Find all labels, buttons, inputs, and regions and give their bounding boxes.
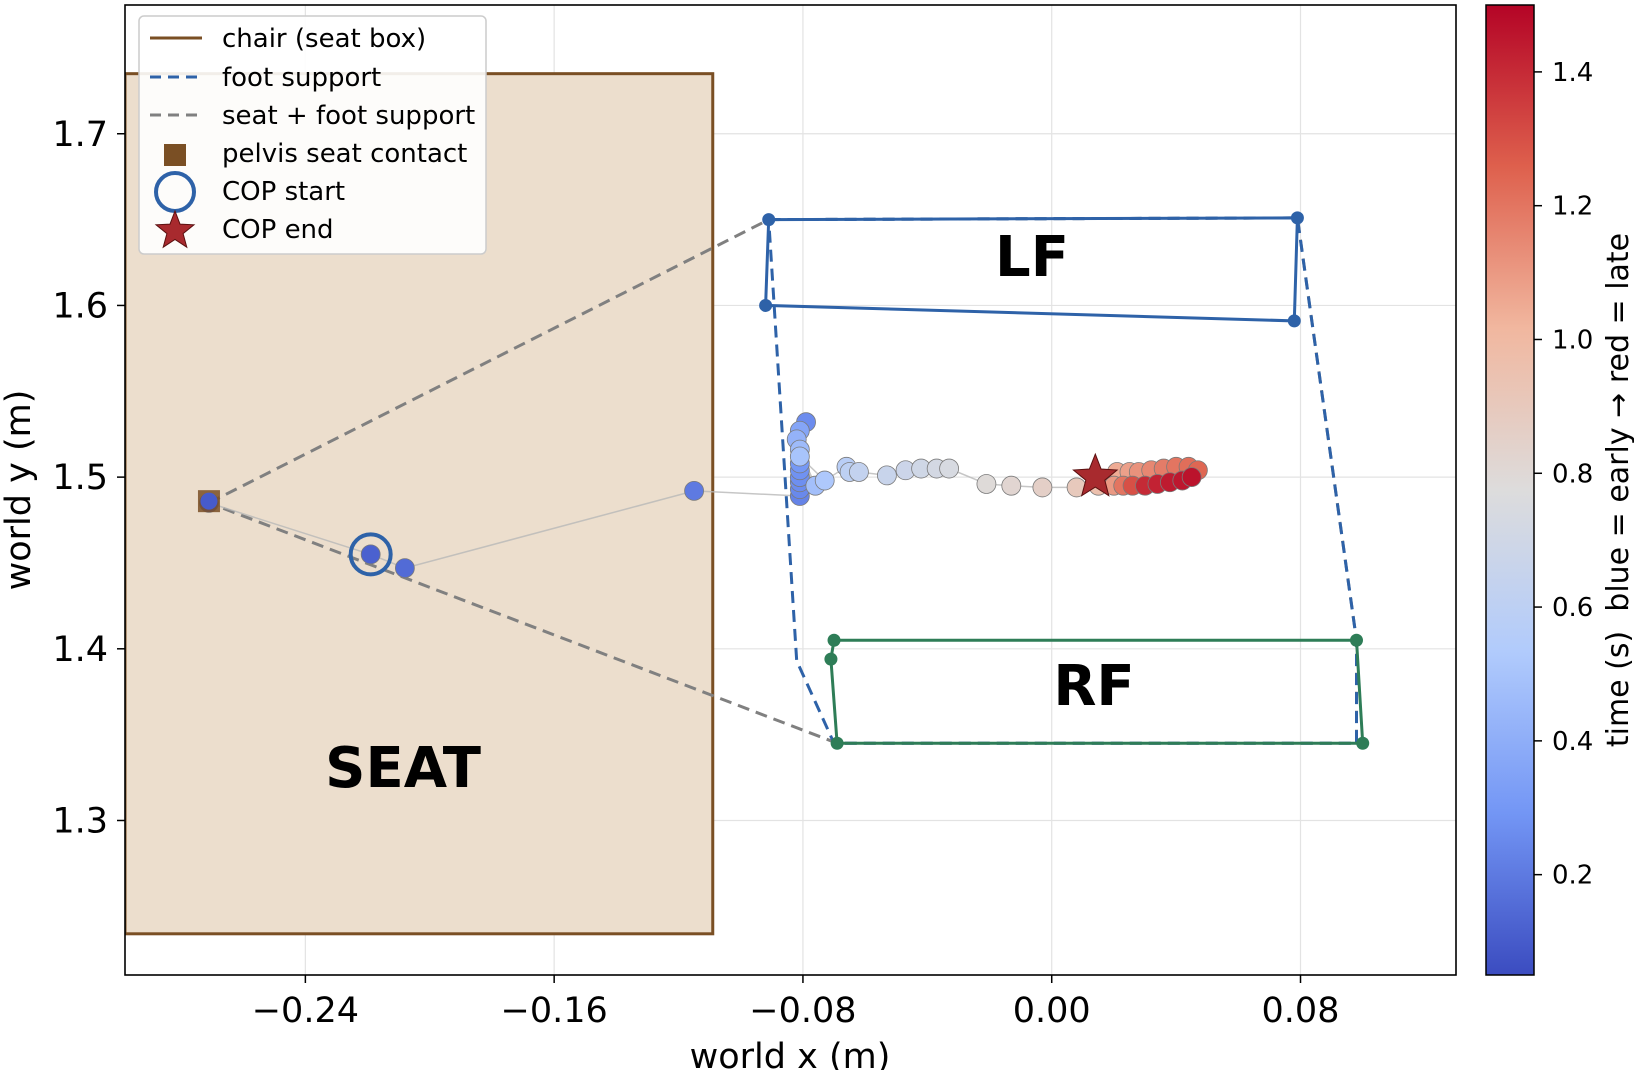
- colorbar-tick-label: 1.2: [1552, 192, 1593, 222]
- cop-point: [684, 480, 704, 501]
- colorbar-tick-label: 0.2: [1552, 861, 1593, 891]
- cop-point: [1032, 477, 1053, 498]
- colorbar-tick-label: 0.6: [1552, 593, 1593, 623]
- cop-start-marker: [348, 532, 393, 577]
- annotation-rf: RF: [1053, 654, 1134, 719]
- y-tick-label: 1.3: [52, 801, 108, 841]
- pelvis-cop-point: [200, 492, 218, 510]
- colorbar-tick-label: 0.8: [1552, 459, 1593, 489]
- legend-box: [138, 15, 487, 255]
- colorbar-tick-label: 0.4: [1552, 727, 1593, 757]
- cop-point: [789, 446, 810, 467]
- legend-label: chair (seat box): [222, 24, 426, 54]
- x-tick-label: 0.00: [1013, 991, 1091, 1031]
- y-tick-label: 1.5: [52, 458, 108, 498]
- cop-point: [814, 470, 835, 491]
- legend-label: seat + foot support: [222, 101, 475, 131]
- y-tick-label: 1.7: [52, 115, 108, 155]
- legend-label: foot support: [222, 63, 381, 93]
- y-tick-label: 1.4: [52, 630, 108, 670]
- y-axis-label: world y (m): [0, 390, 39, 591]
- x-tick-label: 0.08: [1262, 991, 1340, 1031]
- cop-point: [360, 544, 381, 565]
- cop-trajectory: [199, 412, 1208, 579]
- rf-vertex: [1349, 633, 1363, 647]
- rf-vertex: [824, 652, 838, 666]
- colorbar-label: time (s) blue = early → red = late: [1601, 233, 1634, 747]
- x-tick-label: −0.08: [749, 991, 856, 1031]
- markers: [197, 452, 1119, 577]
- lf-vertex: [1287, 314, 1301, 328]
- cop-end-marker: [1072, 452, 1119, 497]
- colorbar-tick-label: 1.4: [1552, 58, 1593, 88]
- colorbar: 0.2 0.4 0.6 0.8 1.0 1.2 1.4 time (s) blue = ea…: [1485, 4, 1634, 976]
- cop-point: [939, 458, 960, 479]
- axis-ticks: −0.24 −0.16 −0.08 0.00 0.08 1.3 1.4 1.5 1.6 1.7: [52, 115, 1339, 1031]
- cop-point: [877, 465, 897, 486]
- x-tick-label: −0.24: [252, 991, 359, 1031]
- legend-label: pelvis seat contact: [222, 139, 467, 169]
- legend-label: COP start: [222, 177, 345, 207]
- x-axis-label: world x (m): [690, 1037, 891, 1070]
- cop-point: [394, 558, 415, 579]
- lf-vertex: [762, 213, 776, 227]
- y-tick-label: 1.6: [52, 286, 108, 326]
- colorbar-tick-label: 1.0: [1552, 325, 1593, 355]
- rf-vertex: [827, 633, 841, 647]
- colorbar-gradient: [1485, 4, 1535, 976]
- annotation-seat: SEAT: [325, 736, 481, 801]
- rf-vertex: [1356, 736, 1370, 750]
- cop-point: [1001, 475, 1022, 496]
- support-polygons: [205, 211, 1370, 750]
- colorbar-ticks: 0.2 0.4 0.6 0.8 1.0 1.2 1.4: [1534, 58, 1593, 891]
- lf-vertex: [1290, 211, 1304, 225]
- cop-point: [976, 474, 997, 494]
- lf-vertex: [759, 298, 773, 312]
- legend-cop-end-star: [154, 209, 196, 249]
- legend: chair (seat box) foot support seat + foo…: [138, 15, 487, 255]
- annotation-lf: LF: [995, 225, 1069, 290]
- legend-pelvis-square: [164, 144, 186, 166]
- cop-point: [849, 462, 869, 482]
- cop-point: [1181, 467, 1202, 488]
- plot-frame: [124, 4, 1457, 976]
- legend-label: COP end: [222, 215, 334, 245]
- x-tick-label: −0.16: [501, 991, 608, 1031]
- rf-vertex: [830, 736, 844, 750]
